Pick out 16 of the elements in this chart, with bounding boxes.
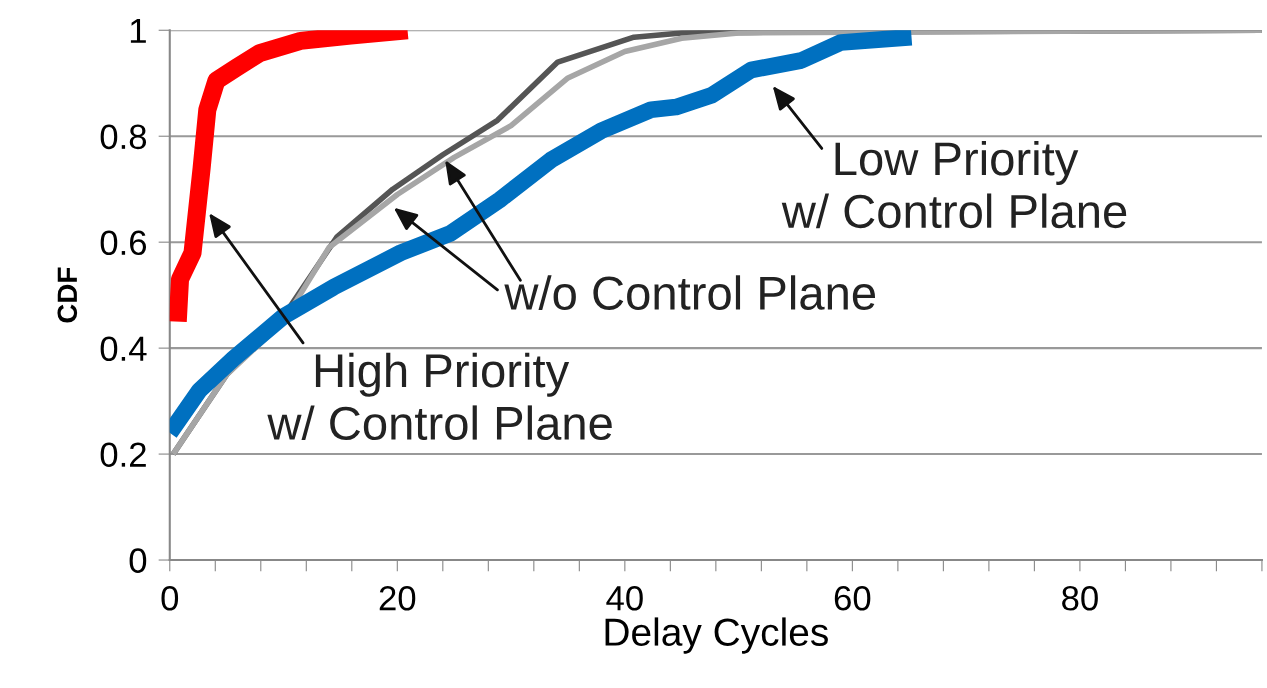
y-tick-label: 0.2 xyxy=(100,442,146,467)
annotation: Low Priority w/ Control Plane xyxy=(781,140,1127,229)
x-tick-label: 40 xyxy=(606,585,643,611)
x-tick-label: 60 xyxy=(834,585,871,611)
x-tick-label: 0 xyxy=(161,585,179,611)
y-axis-title: CDF xyxy=(57,267,78,323)
y-tick-label: 0.4 xyxy=(100,336,147,362)
y-tick-label: 0.6 xyxy=(100,230,147,256)
x-tick-label: 20 xyxy=(379,585,416,611)
y-tick-label: 0.8 xyxy=(100,124,147,150)
annotation: High Priority w/ Control Plane xyxy=(267,352,612,441)
annotation: w/o Control Plane xyxy=(504,275,876,310)
x-tick-label: 80 xyxy=(1062,585,1098,611)
y-tick-label: 0 xyxy=(129,548,147,573)
x-axis-title: Delay Cycles xyxy=(605,617,828,654)
y-tick-label: 1 xyxy=(130,18,146,43)
